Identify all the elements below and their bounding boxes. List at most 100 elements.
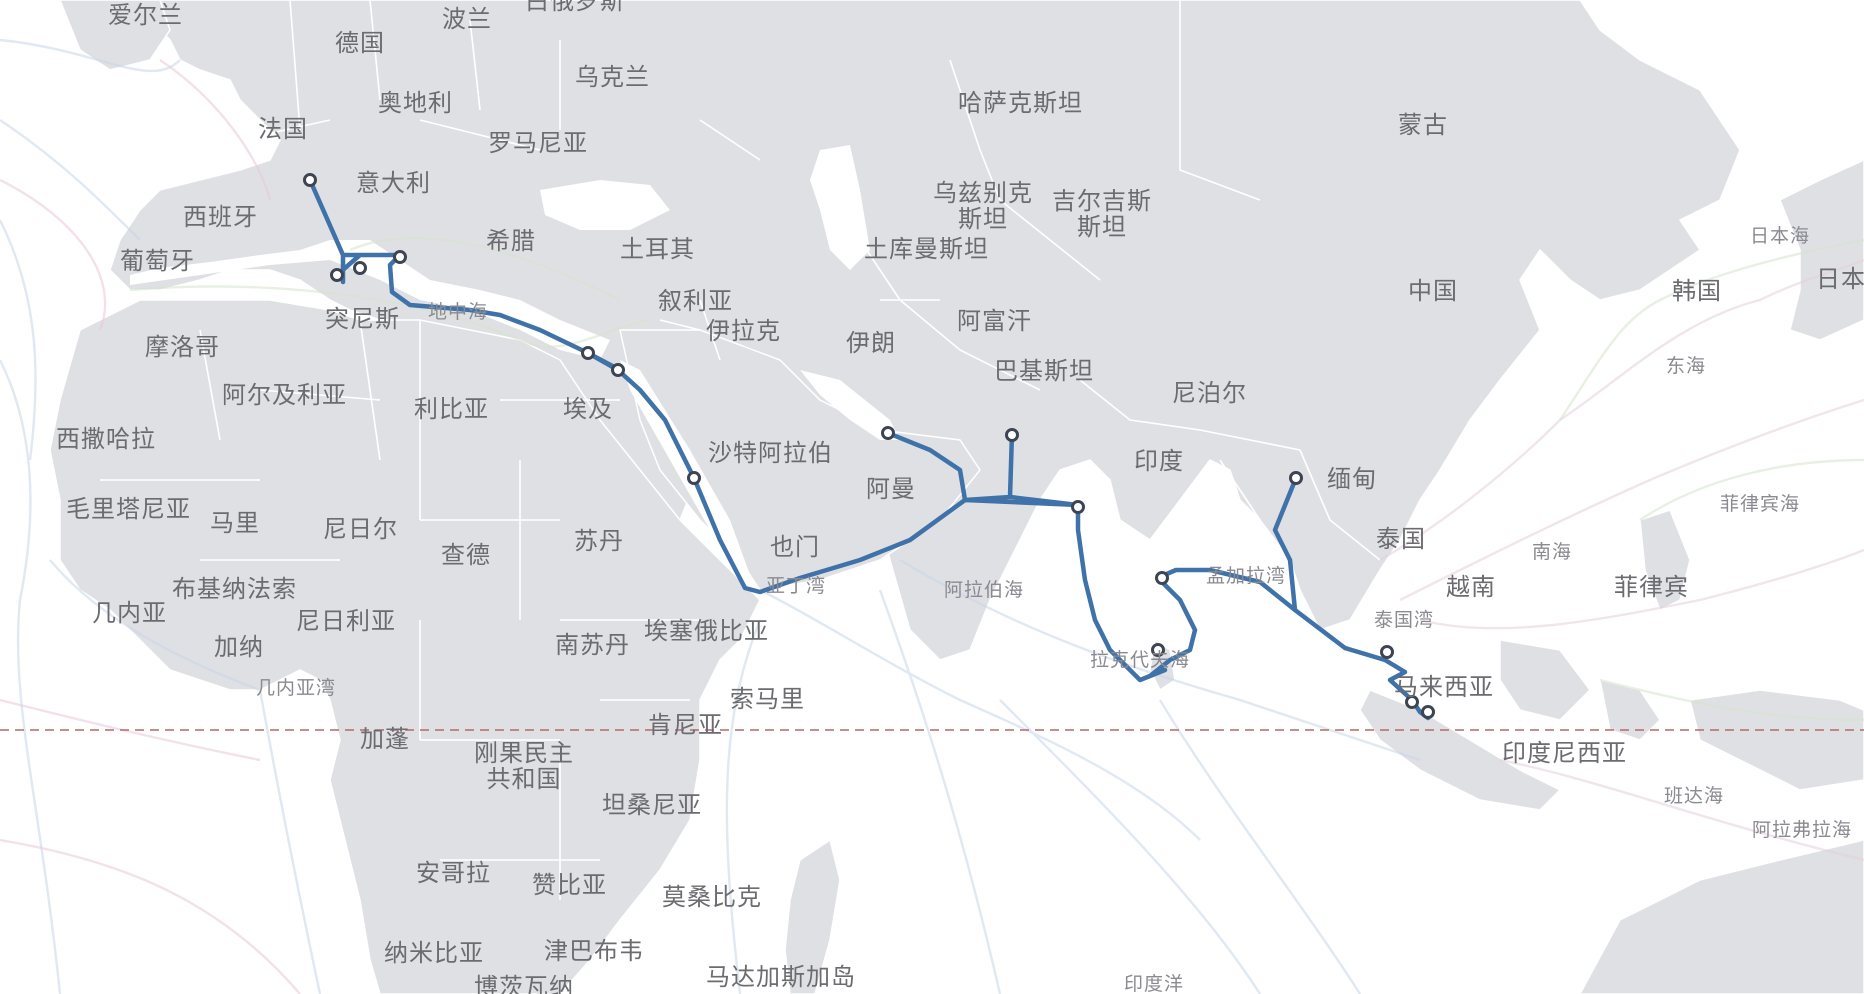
label-france: 法国 [258,115,308,143]
label-romania: 罗马尼亚 [488,129,588,157]
bg-cable-indian-ocean [725,558,1421,994]
label-chad: 查德 [441,541,491,569]
label-zambia: 赞比亚 [532,871,607,899]
label-iraq: 伊拉克 [706,317,781,345]
label-turkey: 土耳其 [620,235,695,263]
label-gulf-of-aden: 亚丁湾 [766,575,827,597]
label-china: 中国 [1408,277,1458,305]
landing-stations[interactable] [303,173,1435,719]
label-indian-ocean: 印度洋 [1124,973,1185,994]
landing-station-muscat[interactable] [881,426,895,440]
label-vietnam: 越南 [1446,573,1496,601]
label-tanzania: 坦桑尼亚 [602,791,702,819]
route-india-segment[interactable] [1075,502,1348,683]
label-nepal: 尼泊尔 [1172,379,1247,407]
label-philippine-sea: 菲律宾海 [1720,493,1801,515]
africa-landmass [49,299,761,994]
label-greece: 希腊 [486,227,536,255]
label-bay-of-bengal: 孟加拉湾 [1206,565,1287,587]
label-syria: 叙利亚 [658,287,733,315]
landing-station-singapore[interactable] [1421,705,1435,719]
label-iran: 伊朗 [846,329,896,357]
label-somalia: 索马里 [730,685,805,713]
label-mali: 马里 [210,509,260,537]
label-portugal: 葡萄牙 [120,247,195,275]
label-uzbekistan: 乌兹别克 斯坦 [933,179,1033,234]
australia-landmass [1579,839,1864,994]
black-sea-water [540,180,670,230]
label-western-sahara: 西撒哈拉 [56,425,156,453]
label-niger: 尼日尔 [323,515,398,543]
landing-station-penang[interactable] [1380,645,1394,659]
label-madagascar: 马达加斯加岛 [706,963,856,991]
landing-station-jeddah[interactable] [687,471,701,485]
label-namibia: 纳米比亚 [384,939,484,967]
label-botswana: 博茨瓦纳 [474,973,574,994]
label-austria: 奥地利 [378,89,453,117]
route-marseille-segment[interactable] [307,177,623,373]
label-drc: 刚果民主 共和国 [474,739,574,794]
landing-station-tunisia[interactable] [353,261,367,275]
label-pakistan: 巴基斯坦 [994,357,1094,385]
label-mediterranean: 地中海 [428,301,489,323]
label-east-china-sea: 东海 [1666,355,1707,377]
landing-station-malaysia[interactable] [1405,695,1419,709]
landing-station-colombo[interactable] [1151,643,1165,657]
landing-station-mumbai[interactable] [1071,500,1085,514]
label-oman: 阿曼 [866,475,916,503]
label-laccadive-sea: 拉克代夫海 [1090,649,1191,671]
landing-station-alexandria[interactable] [581,346,595,360]
landing-station-karachi[interactable] [1005,428,1019,442]
label-afghanistan: 阿富汗 [957,307,1032,335]
label-arafura-sea: 阿拉弗拉海 [1752,819,1853,841]
label-nigeria: 尼日利亚 [296,607,396,635]
label-burkina-faso: 布基纳法索 [172,575,297,603]
label-mauritania: 毛里塔尼亚 [66,495,191,523]
route-red-sea-segment[interactable] [615,367,1081,595]
bg-cable-atlantic-1 [0,38,322,994]
label-malaysia: 马来西亚 [1394,673,1494,701]
mediterranean-water [130,240,610,360]
landmasses [49,0,1864,994]
label-sudan: 苏丹 [574,527,624,555]
label-ghana: 加纳 [214,633,264,661]
label-mongolia: 蒙古 [1398,111,1448,139]
route-bengal-segment[interactable] [1272,475,1431,721]
landing-station-marseille[interactable] [303,173,317,187]
inland-seas [130,145,900,580]
label-angola: 安哥拉 [416,859,491,887]
background-cables [0,38,1864,994]
bg-cable-asia-pacific [1379,258,1864,862]
persian-gulf-water [800,370,900,440]
label-egypt: 埃及 [563,395,613,423]
landing-station-port-said[interactable] [611,363,625,377]
label-myanmar: 缅甸 [1327,465,1377,493]
label-south-china-sea: 南海 [1532,541,1573,563]
country-borders [100,0,1381,900]
label-algeria: 阿尔及利亚 [222,381,347,409]
label-poland: 波兰 [442,5,492,33]
label-ireland: 爱尔兰 [108,1,183,29]
landing-station-myanmar[interactable] [1289,471,1303,485]
landing-station-chennai[interactable] [1155,571,1169,585]
label-tunisia: 突尼斯 [325,305,400,333]
label-philippines: 菲律宾 [1614,573,1689,601]
label-guinea: 几内亚 [92,599,167,627]
route-gulf-segment[interactable] [885,430,1081,508]
label-kenya: 肯尼亚 [648,711,723,739]
label-italy: 意大利 [356,169,431,197]
label-zimbabwe: 津巴布韦 [544,937,644,965]
label-ethiopia: 埃塞俄比亚 [644,617,769,645]
label-gulf-of-guinea: 几内亚湾 [256,677,337,699]
philippines-landmass [1639,509,1691,612]
highlighted-cable-route[interactable] [307,177,1431,721]
landing-station-sicily[interactable] [393,250,407,264]
label-south-sudan: 南苏丹 [555,631,630,659]
label-korea: 韩国 [1672,277,1722,305]
landing-station-algeria[interactable] [330,268,344,282]
britain-landmass [59,0,171,71]
label-kyrgyzstan: 吉尔吉斯 斯坦 [1052,187,1152,242]
madagascar-landmass [784,838,841,994]
